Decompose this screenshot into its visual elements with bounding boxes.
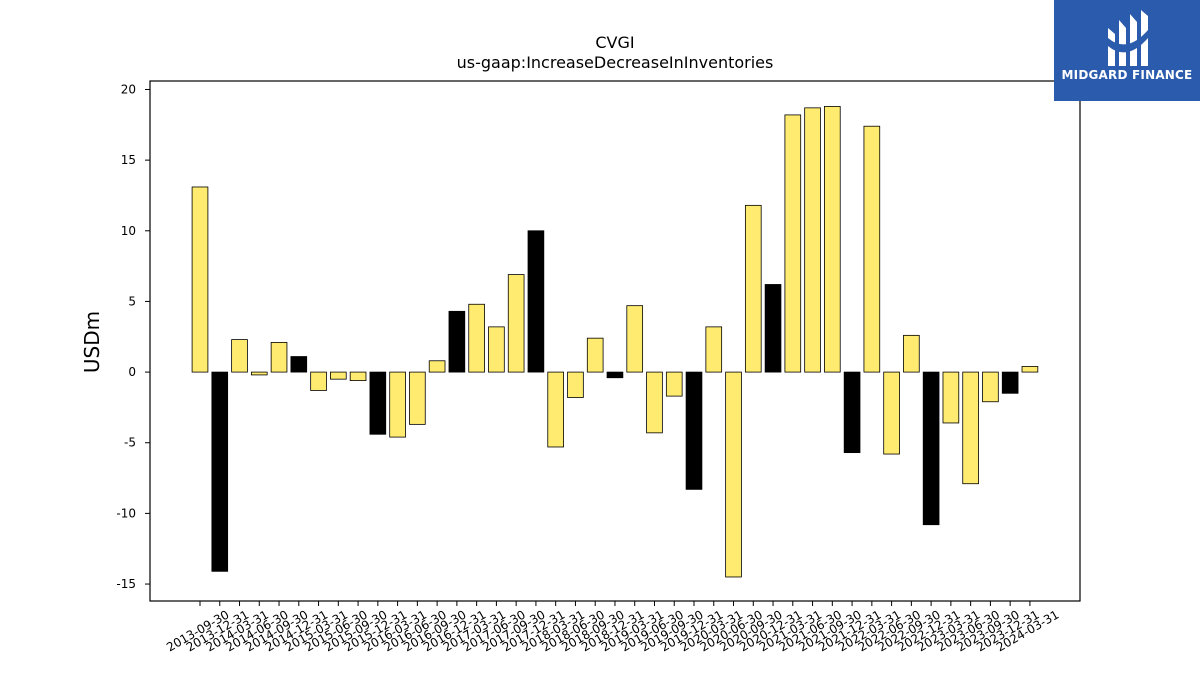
bar-2023-12-31 (1001, 371, 1019, 394)
bar-2019-09-30 (665, 371, 683, 397)
bar-2017-09-30 (507, 274, 525, 373)
bar-2018-09-30 (586, 337, 604, 373)
bar-2013-12-31 (211, 371, 229, 572)
bar-2023-06-30 (962, 371, 979, 485)
chart-subtitle: us-gaap:IncreaseDecreaseInInventories (457, 53, 774, 72)
bar-2021-09-30 (824, 106, 841, 373)
bar-2020-03-31 (705, 326, 723, 373)
brand-logo: MIDGARD FINANCE (1054, 0, 1200, 101)
y-tick-label: 5 (128, 294, 136, 308)
bar-2015-06-30 (330, 371, 347, 380)
bar-2021-12-31 (843, 371, 861, 454)
bar-2015-03-31 (310, 371, 327, 391)
plot-frame (149, 80, 1081, 602)
bar-2021-03-31 (784, 114, 802, 373)
y-tick-label: 10 (121, 224, 136, 238)
bar-2014-09-30 (270, 342, 288, 373)
bars-group (191, 106, 1039, 578)
brand-name: MIDGARD FINANCE (1061, 68, 1193, 82)
y-axis: -15 -10 -5 0 5 10 15 20 (116, 82, 150, 591)
bar-2015-09-30 (349, 371, 367, 381)
bar-2014-12-31 (290, 356, 308, 373)
bar-2022-09-30 (903, 334, 920, 373)
y-tick-label: -15 (116, 577, 136, 591)
y-tick-label: -10 (116, 506, 136, 520)
bar-2020-06-30 (725, 371, 742, 578)
bar-2022-12-31 (922, 371, 940, 526)
bar-2023-03-31 (942, 371, 960, 424)
bar-2018-12-31 (606, 371, 624, 379)
bar-2021-06-30 (804, 107, 821, 373)
bar-2020-09-30 (744, 204, 762, 373)
midgard-logo-icon (1108, 10, 1148, 66)
bar-2016-06-30 (409, 371, 426, 425)
y-tick-label: -5 (124, 436, 136, 450)
y-tick-label: 0 (128, 365, 136, 379)
y-tick-label: 20 (121, 82, 136, 96)
bar-2014-03-31 (231, 339, 248, 373)
bar-2022-03-31 (863, 125, 881, 373)
bar-2016-09-30 (428, 360, 446, 373)
bar-2014-06-30 (250, 371, 268, 376)
bar-2019-03-31 (626, 305, 644, 373)
bar-2016-12-31 (448, 310, 466, 373)
bar-2019-06-30 (646, 371, 663, 434)
bar-2019-12-31 (685, 371, 703, 490)
x-axis: 2013-09-302013-12-312014-03-312014-06-30… (164, 601, 1061, 654)
bar-2024-03-31 (1021, 366, 1039, 373)
bar-2017-06-30 (488, 326, 505, 373)
bar-2017-12-31 (527, 230, 545, 373)
y-tick-label: 15 (121, 153, 136, 167)
bar-2015-12-31 (369, 371, 387, 435)
bar-2020-12-31 (764, 284, 782, 373)
bar-2018-03-31 (547, 371, 564, 448)
bar-2018-06-30 (567, 371, 584, 398)
bar-2023-09-30 (982, 371, 999, 403)
bar-2017-03-31 (468, 303, 485, 373)
bar-2022-06-30 (883, 371, 900, 455)
chart-title: CVGI (595, 33, 634, 52)
bar-2013-09-30 (191, 186, 209, 373)
bar-2016-03-31 (389, 371, 406, 438)
y-axis-label: USDm (80, 311, 104, 373)
